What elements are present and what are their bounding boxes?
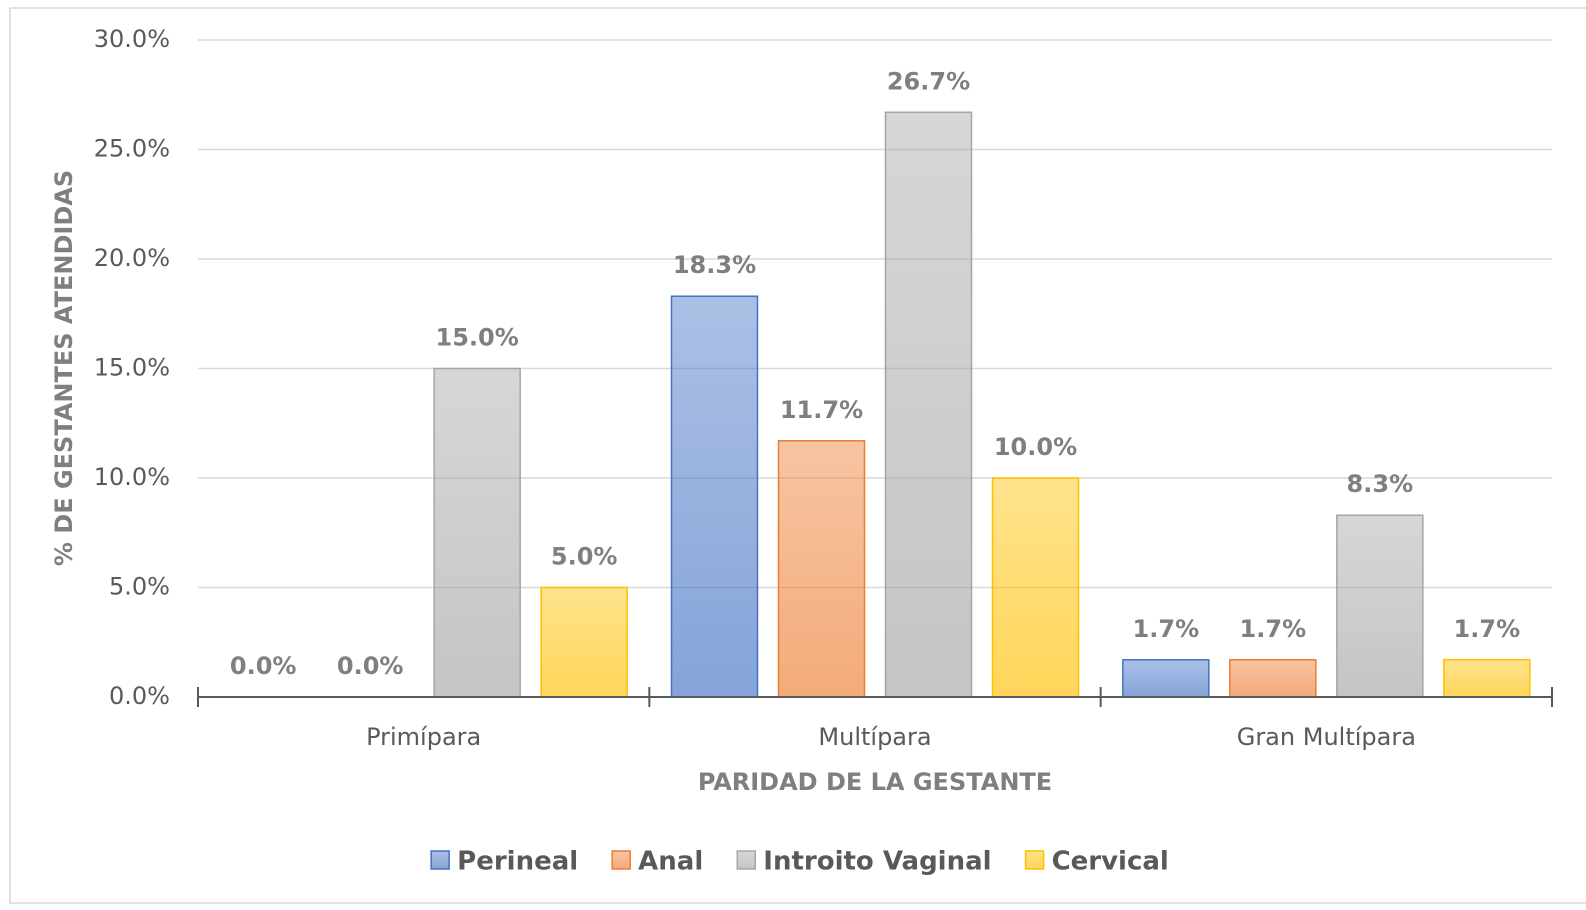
bar — [433, 367, 521, 698]
y-tick-label: 5.0% — [109, 573, 170, 601]
bar — [884, 111, 973, 698]
value-label: 1.7% — [1240, 615, 1307, 643]
bar — [1229, 659, 1317, 698]
value-label: 10.0% — [994, 433, 1077, 461]
y-axis-title: % DE GESTANTES ATENDIDAS — [50, 170, 78, 566]
bar — [670, 295, 759, 698]
y-tick-label: 10.0% — [94, 463, 170, 491]
value-label: 0.0% — [337, 652, 404, 680]
x-tick-label: Gran Multípara — [1237, 723, 1416, 751]
x-axis-title: PARIDAD DE LA GESTANTE — [698, 768, 1052, 796]
y-tick-label: 30.0% — [94, 25, 170, 53]
legend-label: Introito Vaginal — [763, 847, 991, 877]
value-label: 26.7% — [887, 67, 970, 95]
value-label: 1.7% — [1133, 615, 1200, 643]
legend-label: Perineal — [457, 847, 578, 877]
value-label: 15.0% — [436, 324, 519, 352]
legend-swatch — [736, 850, 757, 870]
y-tick-label: 15.0% — [94, 354, 170, 382]
bar — [1443, 659, 1531, 698]
bar — [1336, 514, 1424, 698]
legend-swatch — [430, 850, 450, 870]
y-tick-label: 20.0% — [94, 244, 170, 272]
x-tick-label: Primípara — [366, 723, 481, 751]
value-label: 11.7% — [780, 396, 863, 424]
legend-swatch — [1024, 850, 1045, 870]
legend-swatch — [611, 850, 631, 870]
y-tick-label: 0.0% — [109, 682, 170, 710]
legend-label: Anal — [638, 847, 703, 877]
value-label: 18.3% — [673, 251, 756, 279]
legend-label: Cervical — [1052, 847, 1169, 877]
bar — [991, 477, 1080, 698]
value-label: 0.0% — [230, 652, 297, 680]
value-label: 8.3% — [1347, 470, 1414, 498]
bar — [540, 586, 628, 698]
bar — [777, 440, 866, 698]
x-tick-label: Multípara — [818, 723, 931, 751]
y-tick-label: 25.0% — [94, 135, 170, 163]
value-label: 1.7% — [1454, 615, 1521, 643]
bar — [1122, 659, 1210, 698]
value-label: 5.0% — [551, 543, 618, 571]
